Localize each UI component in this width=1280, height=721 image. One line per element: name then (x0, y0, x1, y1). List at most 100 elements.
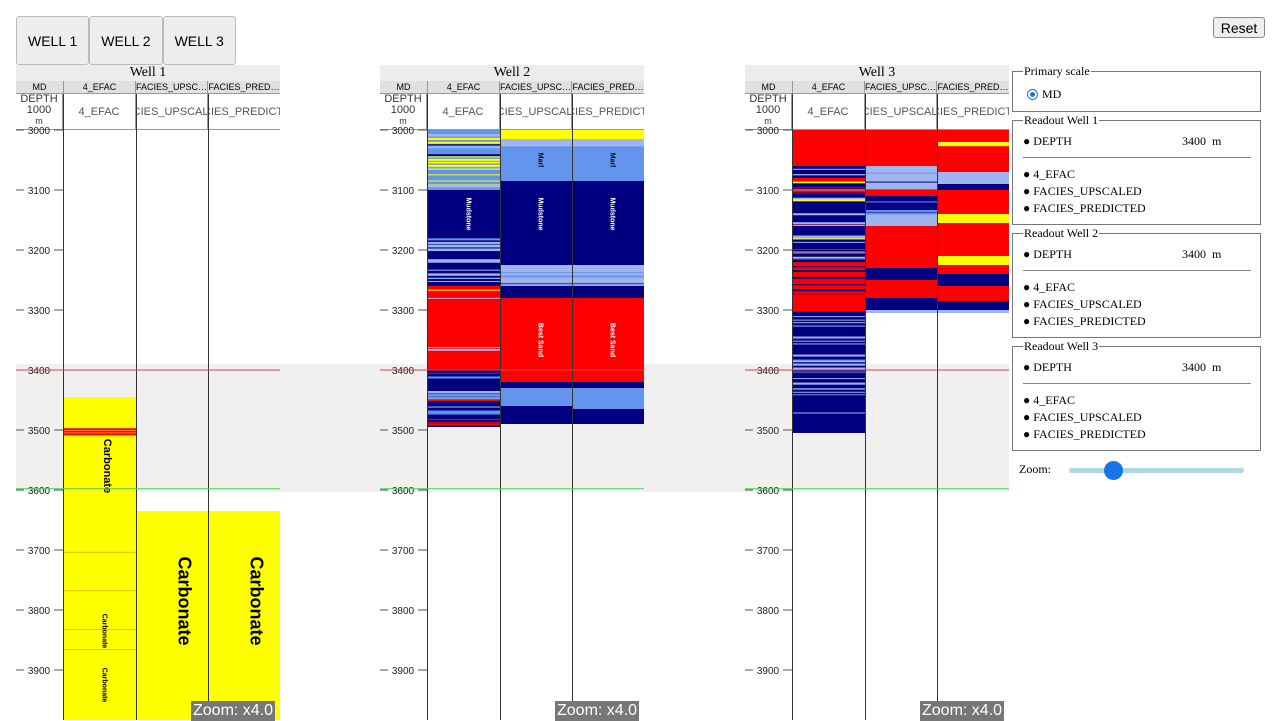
facies-block (793, 262, 865, 310)
tab-well-3[interactable]: WELL 3 (162, 16, 236, 65)
facies-stripe (64, 649, 136, 650)
facies-block (865, 280, 937, 298)
well-1-viewer[interactable]: Well 1 MD 4_EFAC FACIES_UPSC… FACIES_PRE… (16, 65, 280, 720)
facies-stripe (64, 551, 136, 553)
readout-depth-row: ● DEPTH (1023, 134, 1072, 148)
zoom-slider[interactable] (1069, 461, 1244, 480)
facies-block (500, 388, 572, 406)
well-2-viewer[interactable]: Well 2 MD 4_EFAC FACIES_UPSC… FACIES_PRE… (380, 65, 644, 720)
upscaled-track-label: FACIES_UPSCALED (136, 94, 208, 130)
facies-stripe (793, 360, 865, 363)
depth-label: DEPTH (749, 93, 787, 105)
track-header-row: MD 4_EFAC FACIES_UPSC… FACIES_PRED… (380, 81, 644, 94)
facies-stripe (428, 156, 500, 158)
facies-block (64, 397, 136, 720)
depth-tick-label: 3000 (757, 126, 780, 137)
depth-tick-label: 3200 (392, 246, 415, 257)
facies-block (865, 310, 937, 313)
log-tracks-canvas: Carbonate Carbonate Carbonate Carbonate Carb… (16, 94, 1009, 720)
efac-header: 4_EFAC (793, 81, 865, 93)
facies-stripe (428, 164, 500, 167)
depth-tick-label: 3700 (757, 546, 780, 557)
depth-scale-header: DEPTH 1000 m (16, 94, 63, 130)
readout-depth-value: 3400 m (1182, 360, 1222, 374)
readout-item: ● 4_EFAC (1023, 393, 1076, 407)
facies-block (937, 256, 1009, 265)
facies-block (937, 130, 1009, 142)
facies-stripe (793, 336, 865, 338)
facies-block (500, 322, 572, 382)
facies-stripe (793, 187, 865, 189)
facies-stripe (793, 319, 865, 321)
well-tabs: WELL 1 WELL 2 WELL 3 (16, 16, 236, 65)
efac-track-label: 4_EFAC (792, 94, 865, 130)
facies-block (937, 274, 1009, 286)
facies-block (572, 298, 644, 322)
depth-tick-label: 3200 (28, 246, 51, 257)
facies-label: Marl (608, 153, 615, 167)
zoom-slider-thumb[interactable] (1103, 461, 1123, 480)
depth-tick-label: 3300 (757, 306, 780, 317)
facies-stripe (428, 238, 500, 241)
facies-stripe (793, 382, 865, 385)
readout-item: ● 4_EFAC (1023, 167, 1076, 181)
primary-scale-panel: Primary scale MD (1012, 64, 1261, 112)
facies-stripe (428, 137, 500, 140)
readout-item: ● 4_EFAC (1023, 280, 1076, 294)
facies-stripe (865, 201, 937, 203)
upscaled-track-label: FACIES_UPSCALED (500, 94, 572, 130)
facies-stripe (64, 433, 136, 436)
facies-stripe (793, 213, 865, 216)
well-title: Well 1 (16, 65, 280, 81)
readout-panel-well-1: Readout Well 1 ● DEPTH 3400 m ● 4_EFAC ●… (1012, 113, 1261, 225)
facies-stripe (865, 181, 937, 183)
facies-stripe (428, 347, 500, 349)
facies-stripe (793, 289, 865, 292)
facies-stripe (793, 340, 865, 342)
facies-stripe (793, 190, 865, 193)
well-title: Well 3 (745, 65, 1009, 81)
facies-block (793, 130, 865, 166)
facies-stripe (428, 185, 500, 188)
depth-tick-label: 3700 (392, 546, 415, 557)
facies-stripe (428, 144, 500, 146)
facies-stripe (793, 316, 865, 318)
reset-button[interactable]: Reset (1213, 17, 1265, 38)
depth-tick-label: 3900 (757, 666, 780, 677)
facies-block (500, 187, 572, 265)
predicted-header: FACIES_PRED… (937, 82, 1009, 92)
facies-stripe (64, 629, 136, 631)
facies-block (865, 268, 937, 280)
facies-stripe (793, 322, 865, 324)
depth-tick-label: 3300 (28, 306, 51, 317)
tab-well-1[interactable]: WELL 1 (16, 16, 90, 65)
readout-panel-well-3: Readout Well 3 ● DEPTH 3400 m ● 4_EFAC ●… (1012, 339, 1261, 451)
facies-stripe (793, 343, 865, 345)
facies-stripe (428, 167, 500, 169)
facies-block (500, 382, 572, 388)
tab-well-2[interactable]: WELL 2 (89, 16, 163, 65)
facies-stripe (793, 198, 865, 201)
facies-block (865, 214, 937, 226)
facies-stripe (428, 141, 500, 144)
facies-stripe (793, 337, 865, 339)
facies-block (572, 409, 644, 424)
depth-tick-label: 3800 (392, 606, 415, 617)
facies-stripe (428, 174, 500, 176)
facies-stripe (428, 133, 500, 136)
facies-block (865, 298, 937, 310)
facies-stripe (428, 154, 500, 157)
md-radio[interactable] (1027, 89, 1038, 100)
facies-block (865, 226, 937, 250)
facies-stripe (793, 262, 865, 264)
well-3-viewer[interactable]: Well 3 MD 4_EFAC FACIES_UPSC… FACIES_PRE… (745, 65, 1009, 720)
facies-stripe (793, 276, 865, 279)
facies-label: Mudstone (464, 197, 471, 230)
facies-stripe (793, 177, 865, 180)
facies-stripe (428, 406, 500, 408)
facies-stripe (793, 189, 865, 191)
facies-stripe (793, 378, 865, 380)
md-radio-label: MD (1042, 87, 1062, 101)
facies-stripe (428, 295, 500, 297)
facies-stripe (793, 294, 865, 297)
